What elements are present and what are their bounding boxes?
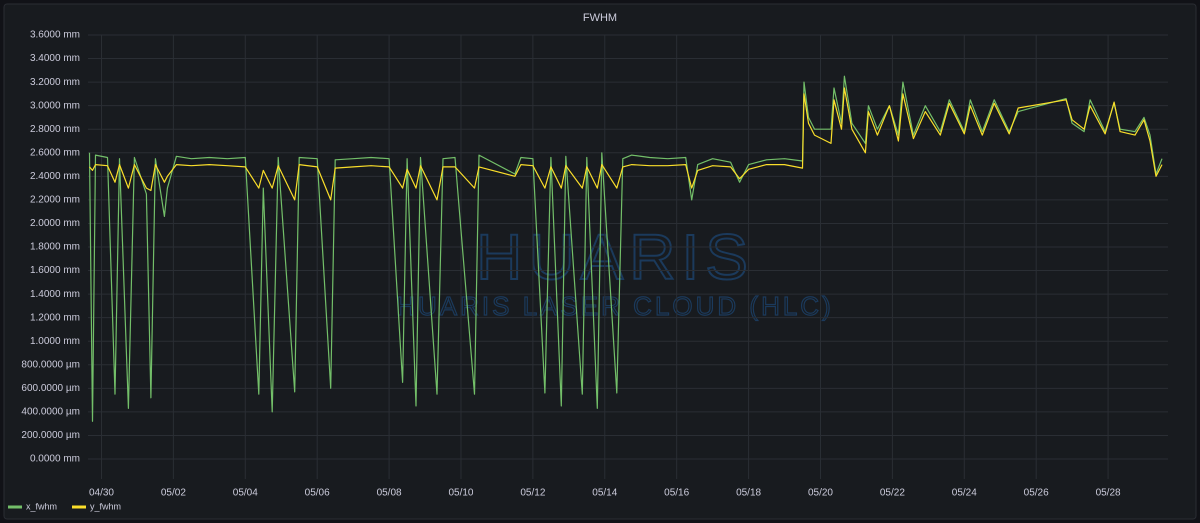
y-tick-label: 2.4000 mm <box>30 171 80 182</box>
series-line <box>89 87 1163 201</box>
y-tick-label: 200.0000 µm <box>21 430 80 441</box>
y-tick-label: 2.8000 mm <box>30 124 80 135</box>
x-tick-label: 05/22 <box>880 488 905 499</box>
y-tick-label: 1.6000 mm <box>30 265 80 276</box>
chart-title: FWHM <box>583 12 617 24</box>
x-tick-label: 05/08 <box>377 488 402 499</box>
x-tick-label: 05/18 <box>736 488 761 499</box>
x-tick-label: 05/26 <box>1024 488 1049 499</box>
y-tick-label: 0.0000 mm <box>30 454 80 465</box>
y-tick-label: 3.0000 mm <box>30 100 80 111</box>
y-tick-label: 800.0000 µm <box>21 359 80 370</box>
x-tick-label: 05/12 <box>520 488 545 499</box>
y-tick-label: 1.2000 mm <box>30 312 80 323</box>
y-tick-label: 2.0000 mm <box>30 218 80 229</box>
y-tick-label: 3.6000 mm <box>30 30 80 41</box>
y-tick-label: 1.0000 mm <box>30 336 80 347</box>
x-tick-label: 05/06 <box>305 488 330 499</box>
x-tick-label: 05/28 <box>1096 488 1121 499</box>
series-line <box>88 75 1163 422</box>
x-tick-label: 05/02 <box>161 488 186 499</box>
y-tick-label: 1.4000 mm <box>30 289 80 300</box>
y-tick-label: 1.8000 mm <box>30 242 80 253</box>
x-tick-label: 05/14 <box>592 488 617 499</box>
watermark-sub: HUARIS LASER CLOUD (HLC) <box>396 291 834 321</box>
x-tick-label: 04/30 <box>89 488 114 499</box>
x-tick-label: 05/24 <box>952 488 977 499</box>
x-tick-label: 05/20 <box>808 488 833 499</box>
watermark: HUARIS <box>476 221 754 293</box>
legend-label: x_fwhm <box>26 501 57 511</box>
y-tick-label: 3.2000 mm <box>30 77 80 88</box>
x-tick-label: 05/10 <box>448 488 473 499</box>
y-tick-label: 2.6000 mm <box>30 147 80 158</box>
y-tick-label: 2.2000 mm <box>30 195 80 206</box>
x-tick-label: 05/04 <box>233 488 258 499</box>
legend-label: y_fwhm <box>90 501 121 511</box>
y-tick-label: 3.4000 mm <box>30 53 80 64</box>
y-tick-label: 600.0000 µm <box>21 383 80 394</box>
x-tick-label: 05/16 <box>664 488 689 499</box>
y-tick-label: 400.0000 µm <box>21 407 80 418</box>
